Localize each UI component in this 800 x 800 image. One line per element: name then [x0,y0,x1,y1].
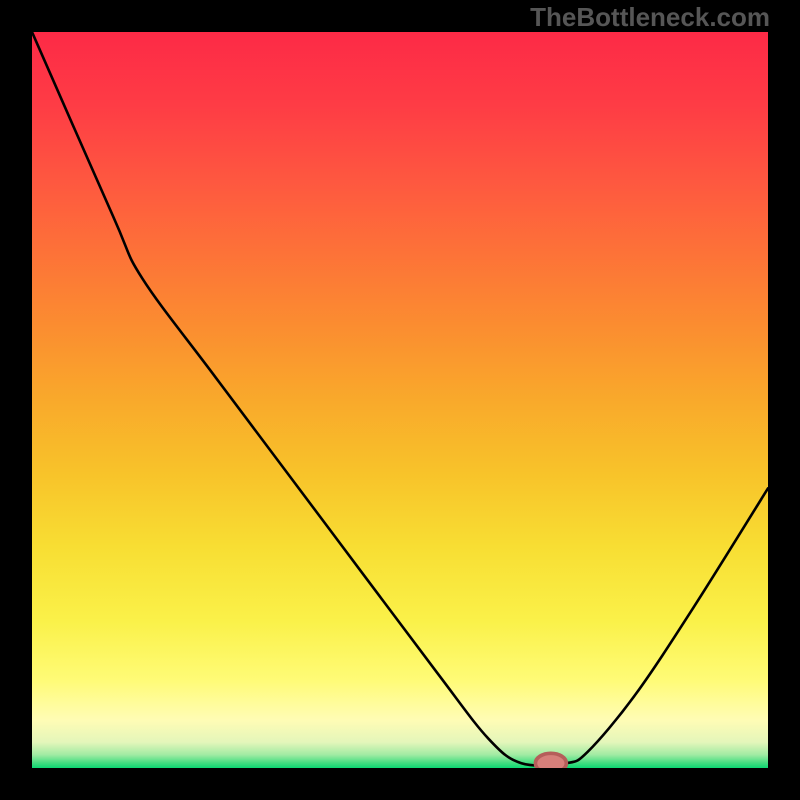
current-config-marker [535,753,566,768]
chart-svg [32,32,768,768]
chart-frame: TheBottleneck.com [0,0,800,800]
watermark-text: TheBottleneck.com [530,2,770,33]
gradient-background [32,32,768,768]
plot-area [32,32,768,768]
